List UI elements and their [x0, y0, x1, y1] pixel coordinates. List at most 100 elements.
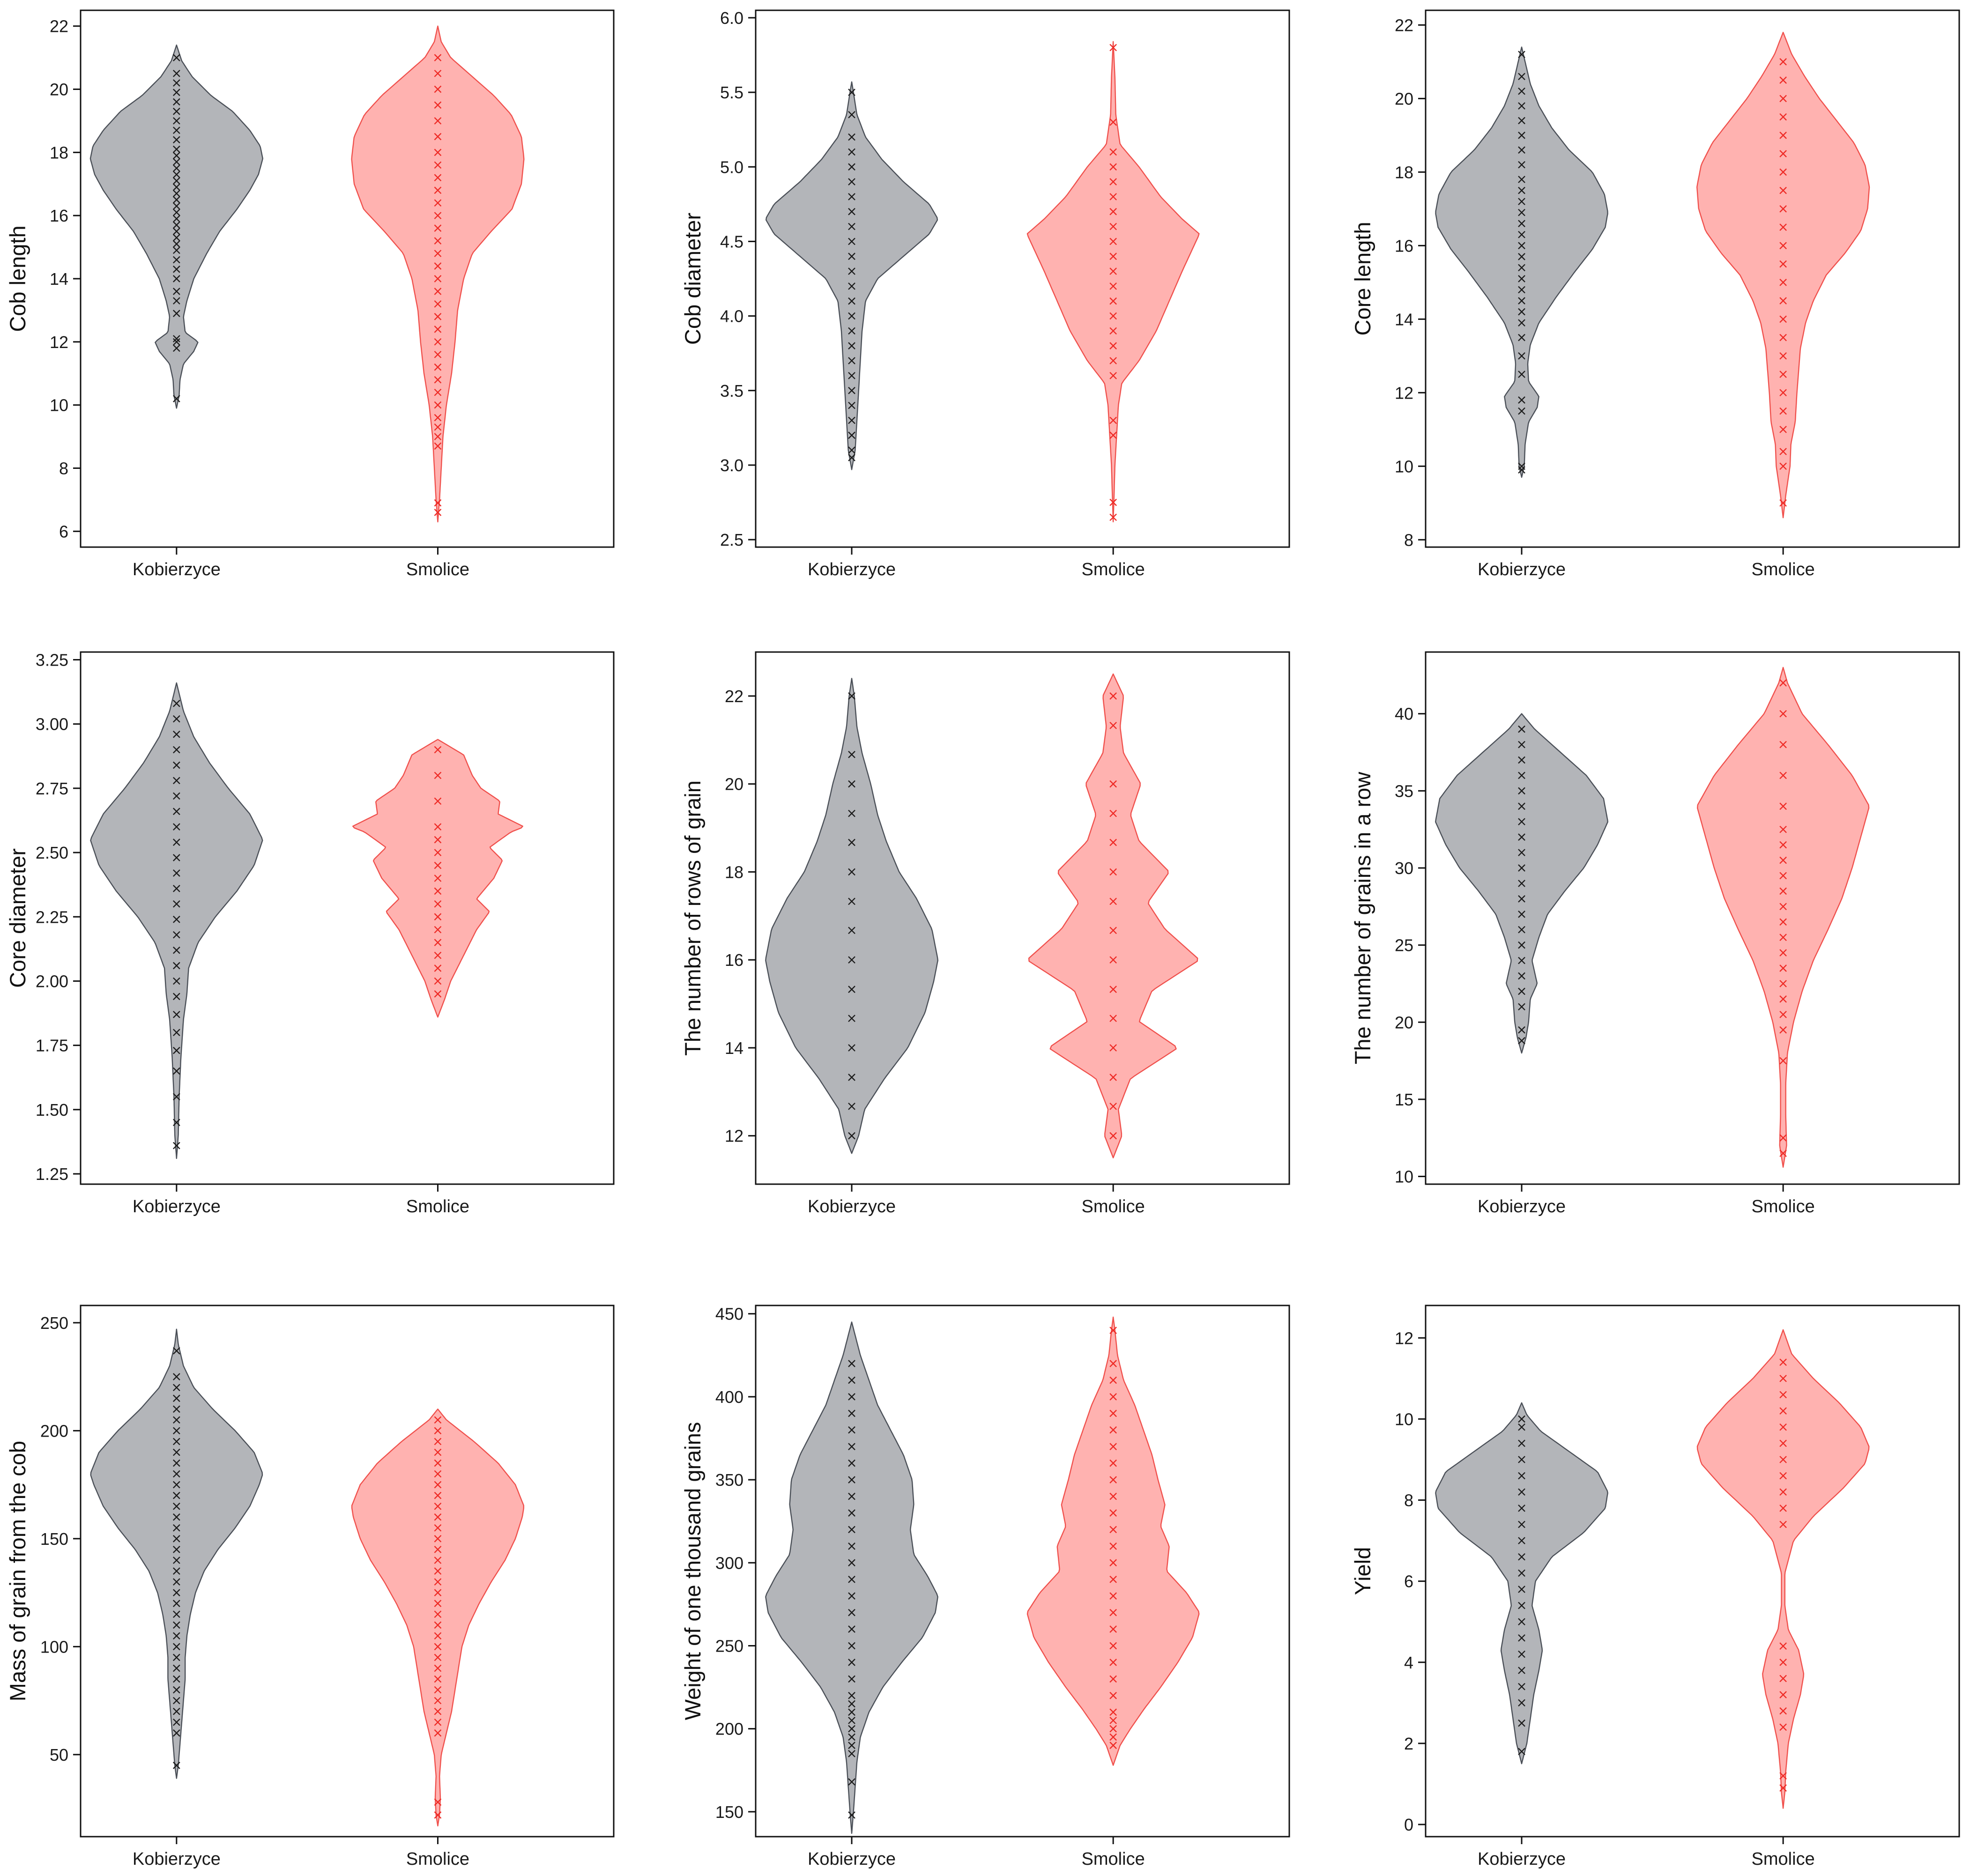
- data-point-marker: [434, 1481, 442, 1489]
- data-point-marker: [1518, 132, 1525, 139]
- data-point-marker: [1109, 838, 1117, 846]
- x-tick-label-kobierzyce: Kobierzyce: [1478, 560, 1566, 579]
- violin-panel-9: 0 2 4 6 8 10 12 Yield Kobierzyce Smolice: [1350, 1305, 1960, 1869]
- data-point-marker: [848, 252, 855, 260]
- data-point-marker: [172, 1142, 180, 1149]
- data-point-marker: [172, 196, 180, 204]
- x-tick-label-kobierzyce: Kobierzyce: [1478, 1197, 1566, 1216]
- data-point-marker: [434, 133, 442, 141]
- data-point-marker: [172, 69, 180, 77]
- y-tick-label: 12: [725, 1127, 743, 1146]
- data-point-marker: [434, 1729, 442, 1737]
- data-point-marker: [172, 761, 180, 769]
- data-point-marker: [172, 202, 180, 210]
- data-point-marker: [1109, 1575, 1117, 1583]
- data-point-marker: [848, 1360, 855, 1367]
- data-point-marker: [172, 1567, 180, 1575]
- y-tick-label: 350: [715, 1470, 743, 1490]
- data-point-marker: [434, 823, 442, 831]
- data-point-marker: [172, 136, 180, 144]
- data-point-marker: [434, 1811, 442, 1819]
- data-point-marker: [1518, 1618, 1525, 1626]
- data-point-marker: [1779, 802, 1787, 810]
- data-point-marker: [1518, 1439, 1525, 1447]
- data-point-marker: [1518, 297, 1525, 304]
- x-tick-label-kobierzyce: Kobierzyce: [133, 1197, 221, 1216]
- data-point-marker: [1518, 771, 1525, 779]
- data-point-marker: [434, 313, 442, 320]
- data-point-marker: [1779, 1374, 1787, 1382]
- data-point-marker: [434, 1513, 442, 1521]
- y-tick-label: 8: [1404, 530, 1413, 549]
- data-point-marker: [1779, 407, 1787, 415]
- y-tick-label: 0: [1404, 1815, 1413, 1834]
- data-point-marker: [1109, 1376, 1117, 1384]
- y-tick-label: 10: [50, 396, 68, 415]
- data-point-marker: [1518, 833, 1525, 841]
- data-point-marker: [1518, 1037, 1525, 1045]
- x-tick-label-smolice: Smolice: [1752, 560, 1815, 579]
- data-point-marker: [848, 372, 855, 379]
- data-point-marker: [848, 1044, 855, 1052]
- data-point-marker: [434, 1557, 442, 1564]
- violin-smolice: [1696, 1329, 1870, 1809]
- violin-panel-1: 6 8 10 12 14 16 18 20 22 Cob length Kobierzyce Smol…: [5, 9, 615, 579]
- violin-kobierzyce: [765, 678, 939, 1154]
- data-point-marker: [172, 1578, 180, 1586]
- data-point-marker: [172, 158, 180, 166]
- y-tick-label: 10: [1395, 1167, 1413, 1186]
- data-point-marker: [172, 98, 180, 106]
- data-point-marker: [848, 1750, 855, 1757]
- data-point-marker: [1779, 679, 1787, 687]
- data-point-marker: [172, 1707, 180, 1715]
- data-point-marker: [1779, 872, 1787, 880]
- data-point-marker: [172, 931, 180, 939]
- data-point-marker: [848, 986, 855, 993]
- data-point-marker: [172, 1664, 180, 1672]
- data-point-marker: [434, 54, 442, 61]
- data-point-marker: [848, 927, 855, 934]
- data-point-marker: [172, 1416, 180, 1424]
- data-point-marker: [1109, 498, 1117, 506]
- data-point-marker: [1779, 1707, 1787, 1715]
- data-point-marker: [1109, 721, 1117, 729]
- data-point-marker: [1518, 146, 1525, 154]
- data-point-marker: [1779, 1723, 1787, 1731]
- data-point-marker: [172, 1481, 180, 1489]
- data-point-marker: [172, 1373, 180, 1380]
- data-point-marker: [434, 797, 442, 805]
- data-point-marker: [848, 1675, 855, 1683]
- data-point-marker: [1109, 357, 1117, 364]
- data-point-marker: [1518, 1667, 1525, 1674]
- data-point-marker: [1779, 741, 1787, 749]
- data-point-marker: [1518, 957, 1525, 964]
- data-point-marker: [1779, 113, 1787, 121]
- y-axis-title: Core length: [1350, 222, 1375, 336]
- data-point-marker: [434, 1718, 442, 1726]
- data-point-marker: [848, 750, 855, 758]
- data-point-marker: [172, 1557, 180, 1564]
- y-tick-label: 4.0: [720, 307, 743, 326]
- x-tick-label-kobierzyce: Kobierzyce: [808, 560, 896, 579]
- data-point-marker: [172, 699, 180, 707]
- data-point-marker: [434, 836, 442, 844]
- data-point-marker: [1779, 315, 1787, 323]
- y-axis-title: Yield: [1350, 1547, 1375, 1595]
- data-point-marker: [848, 1708, 855, 1716]
- data-point-marker: [1109, 372, 1117, 379]
- data-point-marker: [1518, 1415, 1525, 1423]
- data-point-marker: [1109, 809, 1117, 817]
- y-tick-label: 2: [1404, 1734, 1413, 1753]
- data-point-marker: [848, 1409, 855, 1417]
- data-point-marker: [172, 792, 180, 800]
- data-point-marker: [1109, 927, 1117, 934]
- data-point-marker: [1518, 941, 1525, 949]
- y-tick-label: 150: [40, 1529, 68, 1549]
- data-point-marker: [434, 1621, 442, 1629]
- data-point-marker: [848, 111, 855, 119]
- data-point-marker: [172, 1405, 180, 1413]
- data-point-marker: [848, 1811, 855, 1819]
- x-tick-label-smolice: Smolice: [406, 560, 469, 579]
- data-point-marker: [434, 977, 442, 985]
- data-point-marker: [1518, 87, 1525, 95]
